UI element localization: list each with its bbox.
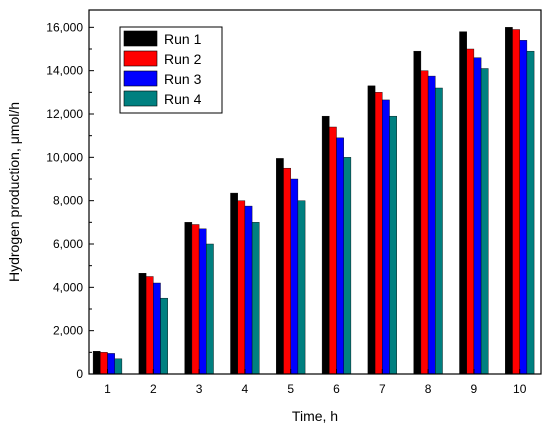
x-axis: 1 2 3 4 5 6 7 8 9 10 — [104, 369, 527, 396]
y-tick-label: 12,000 — [46, 107, 83, 121]
bar-run-2-9 — [466, 48, 475, 375]
bar-run-2-3 — [191, 224, 200, 375]
y-tick-label: 6,000 — [53, 237, 83, 251]
y-tick-label: 4,000 — [53, 280, 83, 294]
bar-run-3-8 — [427, 75, 436, 375]
bar-run-4-4 — [251, 222, 260, 375]
bar-run-2-2 — [145, 276, 154, 375]
bar-run-4-2 — [160, 297, 168, 375]
bar-run-1-4 — [230, 192, 238, 375]
bar-run-4-1 — [114, 358, 123, 375]
y-tick-label: 14,000 — [46, 64, 83, 78]
bar-run-1-3 — [184, 222, 193, 375]
bar-run-2-5 — [283, 167, 291, 375]
bar-run-4-8 — [435, 87, 443, 375]
bar-run-3-10 — [519, 40, 528, 375]
bar-run-2-7 — [374, 92, 383, 375]
bar-run-2-10 — [512, 29, 520, 375]
legend-swatch-run-3 — [123, 70, 158, 87]
bar-run-1-2 — [138, 273, 147, 375]
legend-swatch-run-2 — [123, 50, 158, 67]
bar-run-3-4 — [244, 205, 253, 375]
bar-run-1-10 — [505, 27, 513, 375]
bar-run-3-2 — [153, 282, 161, 375]
x-axis-title: Time, h — [292, 408, 338, 424]
bar-run-4-5 — [297, 200, 306, 375]
y-axis: 0 2,000 4,000 6,000 8,000 10,000 12,000 14,000 1… — [46, 20, 94, 381]
bar-run-1-9 — [459, 31, 467, 375]
bar-run-4-3 — [206, 243, 214, 375]
legend-label-run-3: Run 3 — [164, 71, 202, 87]
bar-run-2-4 — [237, 200, 246, 375]
bar-run-3-3 — [198, 228, 207, 375]
legend-swatch-run-1 — [123, 30, 158, 47]
bar-run-3-6 — [336, 137, 344, 375]
y-tick-label: 8,000 — [53, 194, 83, 208]
x-tick-label: 1 — [104, 382, 111, 396]
bar-run-4-10 — [526, 50, 535, 375]
x-tick-label: 10 — [513, 382, 527, 396]
legend-label-run-4: Run 4 — [164, 91, 202, 107]
legend-label-run-2: Run 2 — [164, 51, 202, 67]
x-tick-label: 4 — [242, 382, 249, 396]
bar-run-3-1 — [107, 353, 115, 375]
legend-swatch-run-4 — [123, 90, 158, 107]
x-tick-label: 9 — [471, 382, 478, 396]
x-tick-label: 2 — [150, 382, 157, 396]
bar-run-1-5 — [276, 158, 284, 375]
bar-run-1-8 — [413, 50, 422, 375]
y-tick-label: 16,000 — [46, 20, 83, 34]
bar-run-2-8 — [420, 70, 429, 375]
y-tick-label: 2,000 — [53, 324, 83, 338]
bar-run-1-6 — [321, 115, 330, 375]
bar-run-1-7 — [367, 85, 376, 375]
bars-layer — [92, 27, 535, 375]
plot-frame — [88, 9, 542, 375]
bar-run-3-9 — [473, 57, 482, 375]
legend: Run 1 Run 2 Run 3 Run 4 — [119, 26, 223, 114]
x-tick-label: 3 — [196, 382, 203, 396]
y-axis-title: Hydrogen production, μmol/h — [6, 102, 22, 282]
bar-run-4-9 — [480, 68, 489, 375]
bar-run-1-1 — [92, 351, 101, 375]
bar-run-4-7 — [389, 115, 397, 375]
bar-run-3-7 — [382, 99, 390, 375]
y-tick-label: 10,000 — [46, 150, 83, 164]
x-tick-label: 8 — [425, 382, 432, 396]
x-tick-label: 6 — [333, 382, 340, 396]
x-tick-label: 5 — [287, 382, 294, 396]
bar-run-3-5 — [290, 178, 299, 375]
bar-run-2-6 — [329, 126, 337, 375]
y-tick-label: 0 — [76, 367, 83, 381]
bar-run-4-6 — [343, 157, 352, 375]
x-tick-label: 7 — [379, 382, 386, 396]
legend-label-run-1: Run 1 — [164, 31, 202, 47]
bar-run-2-1 — [100, 352, 108, 375]
